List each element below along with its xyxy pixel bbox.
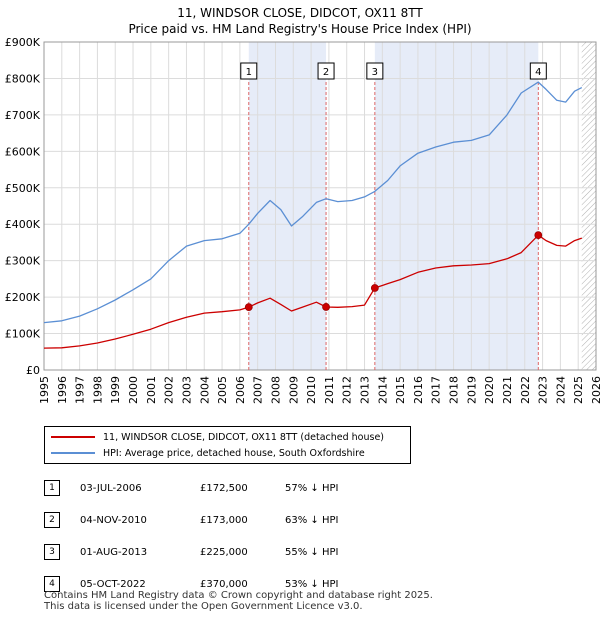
legend-hpi-label: HPI: Average price, detached house, Sout… <box>103 447 365 459</box>
sale-number-box <box>240 62 258 80</box>
sale-point <box>370 284 379 292</box>
sale-number-label: 1 <box>246 67 252 78</box>
sale-hpi-diff: 63% ↓ HPI <box>285 514 339 526</box>
y-tick-label: £200K <box>5 291 41 304</box>
x-tick-label: 2005 <box>216 376 229 404</box>
y-tick-label: £600K <box>5 145 41 158</box>
chart-title-subtitle: Price paid vs. HM Land Registry's House … <box>128 22 472 36</box>
x-tick-label: 1996 <box>56 376 69 404</box>
sale-number-box: 2 <box>44 512 60 528</box>
sale-point <box>534 231 543 240</box>
x-tick-label: 2016 <box>412 376 425 404</box>
x-tick-label: 2001 <box>145 376 158 404</box>
sale-price: £225,000 <box>200 546 248 558</box>
x-tick-label: 2021 <box>501 376 514 404</box>
legend: 11, WINDSOR CLOSE, DIDCOT, OX11 8TT (det… <box>44 426 411 464</box>
footer-copyright: Contains HM Land Registry data © Crown c… <box>44 590 433 601</box>
y-tick-label: £400K <box>5 218 41 231</box>
x-tick-label: 1997 <box>74 376 87 404</box>
x-tick-label: 2007 <box>252 376 265 404</box>
y-tick-label: £800K <box>5 72 41 85</box>
x-tick-label: 2026 <box>590 376 600 404</box>
sale-price: £173,000 <box>200 514 248 526</box>
footer: Contains HM Land Registry data © Crown c… <box>44 590 433 612</box>
x-tick-label: 2014 <box>376 376 389 404</box>
table-row: 4 05-OCT-2022 £370,000 53% ↓ HPI <box>44 568 375 600</box>
table-row: 3 01-AUG-2013 £225,000 55% ↓ HPI <box>44 536 375 568</box>
sale-point <box>322 303 330 311</box>
legend-property: 11, WINDSOR CLOSE, DIDCOT, OX11 8TT (det… <box>51 429 384 445</box>
x-tick-label: 2009 <box>287 376 300 404</box>
legend-property-label: 11, WINDSOR CLOSE, DIDCOT, OX11 8TT (det… <box>103 431 385 443</box>
sale-number-box <box>317 62 335 80</box>
sale-point <box>244 303 253 312</box>
x-tick-label: 2025 <box>572 376 585 404</box>
legend-property-swatch <box>51 436 95 438</box>
sale-hpi-diff: 53% ↓ HPI <box>285 578 339 590</box>
x-tick-label: 2000 <box>127 376 140 404</box>
x-tick-label: 2012 <box>341 376 354 404</box>
sale-hpi-diff: 57% ↓ HPI <box>285 482 339 494</box>
x-tick-label: 1995 <box>38 376 51 404</box>
x-tick-label: 2020 <box>483 376 496 404</box>
y-tick-label: £500K <box>5 182 41 195</box>
sale-date: 03-JUL-2006 <box>80 482 142 494</box>
y-tick-label: £0 <box>26 364 40 377</box>
x-tick-label: 2004 <box>198 376 211 404</box>
sale-number-box <box>366 62 384 80</box>
x-tick-label: 2023 <box>537 376 550 404</box>
sale-number-box: 4 <box>44 576 60 592</box>
footer-licence: This data is licensed under the Open Gov… <box>44 601 363 612</box>
x-tick-label: 2019 <box>465 376 478 404</box>
sales-table: 1 03-JUL-2006 £172,500 57% ↓ HPI 2 04-NO… <box>44 472 375 600</box>
legend-hpi: HPI: Average price, detached house, Sout… <box>51 445 365 461</box>
shaded-period <box>374 42 539 370</box>
table-row: 1 03-JUL-2006 £172,500 57% ↓ HPI <box>44 472 375 504</box>
sale-price: £172,500 <box>200 482 248 494</box>
x-tick-label: 2015 <box>394 376 407 404</box>
hpi-line <box>43 81 583 324</box>
plot-frame <box>43 41 597 371</box>
sale-price: £370,000 <box>200 578 248 590</box>
sale-number-box <box>529 62 547 80</box>
table-row: 2 04-NOV-2010 £173,000 63% ↓ HPI <box>44 504 375 536</box>
sale-date: 01-AUG-2013 <box>80 546 148 558</box>
x-tick-label: 2003 <box>180 376 193 404</box>
sale-hpi-diff: 55% ↓ HPI <box>285 546 339 558</box>
x-tick-label: 2002 <box>163 376 176 404</box>
sale-number-box: 3 <box>44 544 60 560</box>
sale-number-box: 1 <box>44 480 60 496</box>
x-tick-label: 2024 <box>554 376 567 404</box>
x-tick-label: 1999 <box>109 376 122 404</box>
sale-number-label: 4 <box>535 67 541 78</box>
chart-title-address: 11, WINDSOR CLOSE, DIDCOT, OX11 8TT <box>177 6 423 20</box>
y-tick-label: £300K <box>5 255 41 268</box>
sale-number-label: 3 <box>372 67 378 78</box>
future-hatch <box>581 42 596 370</box>
price-chart: £0 £100K £200K £300K £400K £500K £600K £700K £80… <box>5 36 600 404</box>
x-tick-label: 2022 <box>519 376 532 404</box>
sale-date: 05-OCT-2022 <box>80 578 146 590</box>
x-tick-label: 2006 <box>234 376 247 404</box>
x-tick-label: 2018 <box>448 376 461 404</box>
y-tick-label: £900K <box>5 36 41 49</box>
x-tick-label: 2011 <box>323 376 336 404</box>
x-tick-label: 1998 <box>91 376 104 404</box>
sale-date: 04-NOV-2010 <box>80 514 147 526</box>
sale-number-label: 2 <box>323 67 329 78</box>
y-tick-label: £700K <box>5 109 41 122</box>
x-tick-label: 2017 <box>430 376 443 404</box>
y-tick-label: £100K <box>5 328 41 341</box>
x-tick-label: 2010 <box>305 376 318 404</box>
x-tick-label: 2013 <box>359 376 372 404</box>
legend-hpi-swatch <box>51 452 95 454</box>
x-tick-label: 2008 <box>269 376 282 404</box>
shaded-period <box>248 42 327 370</box>
